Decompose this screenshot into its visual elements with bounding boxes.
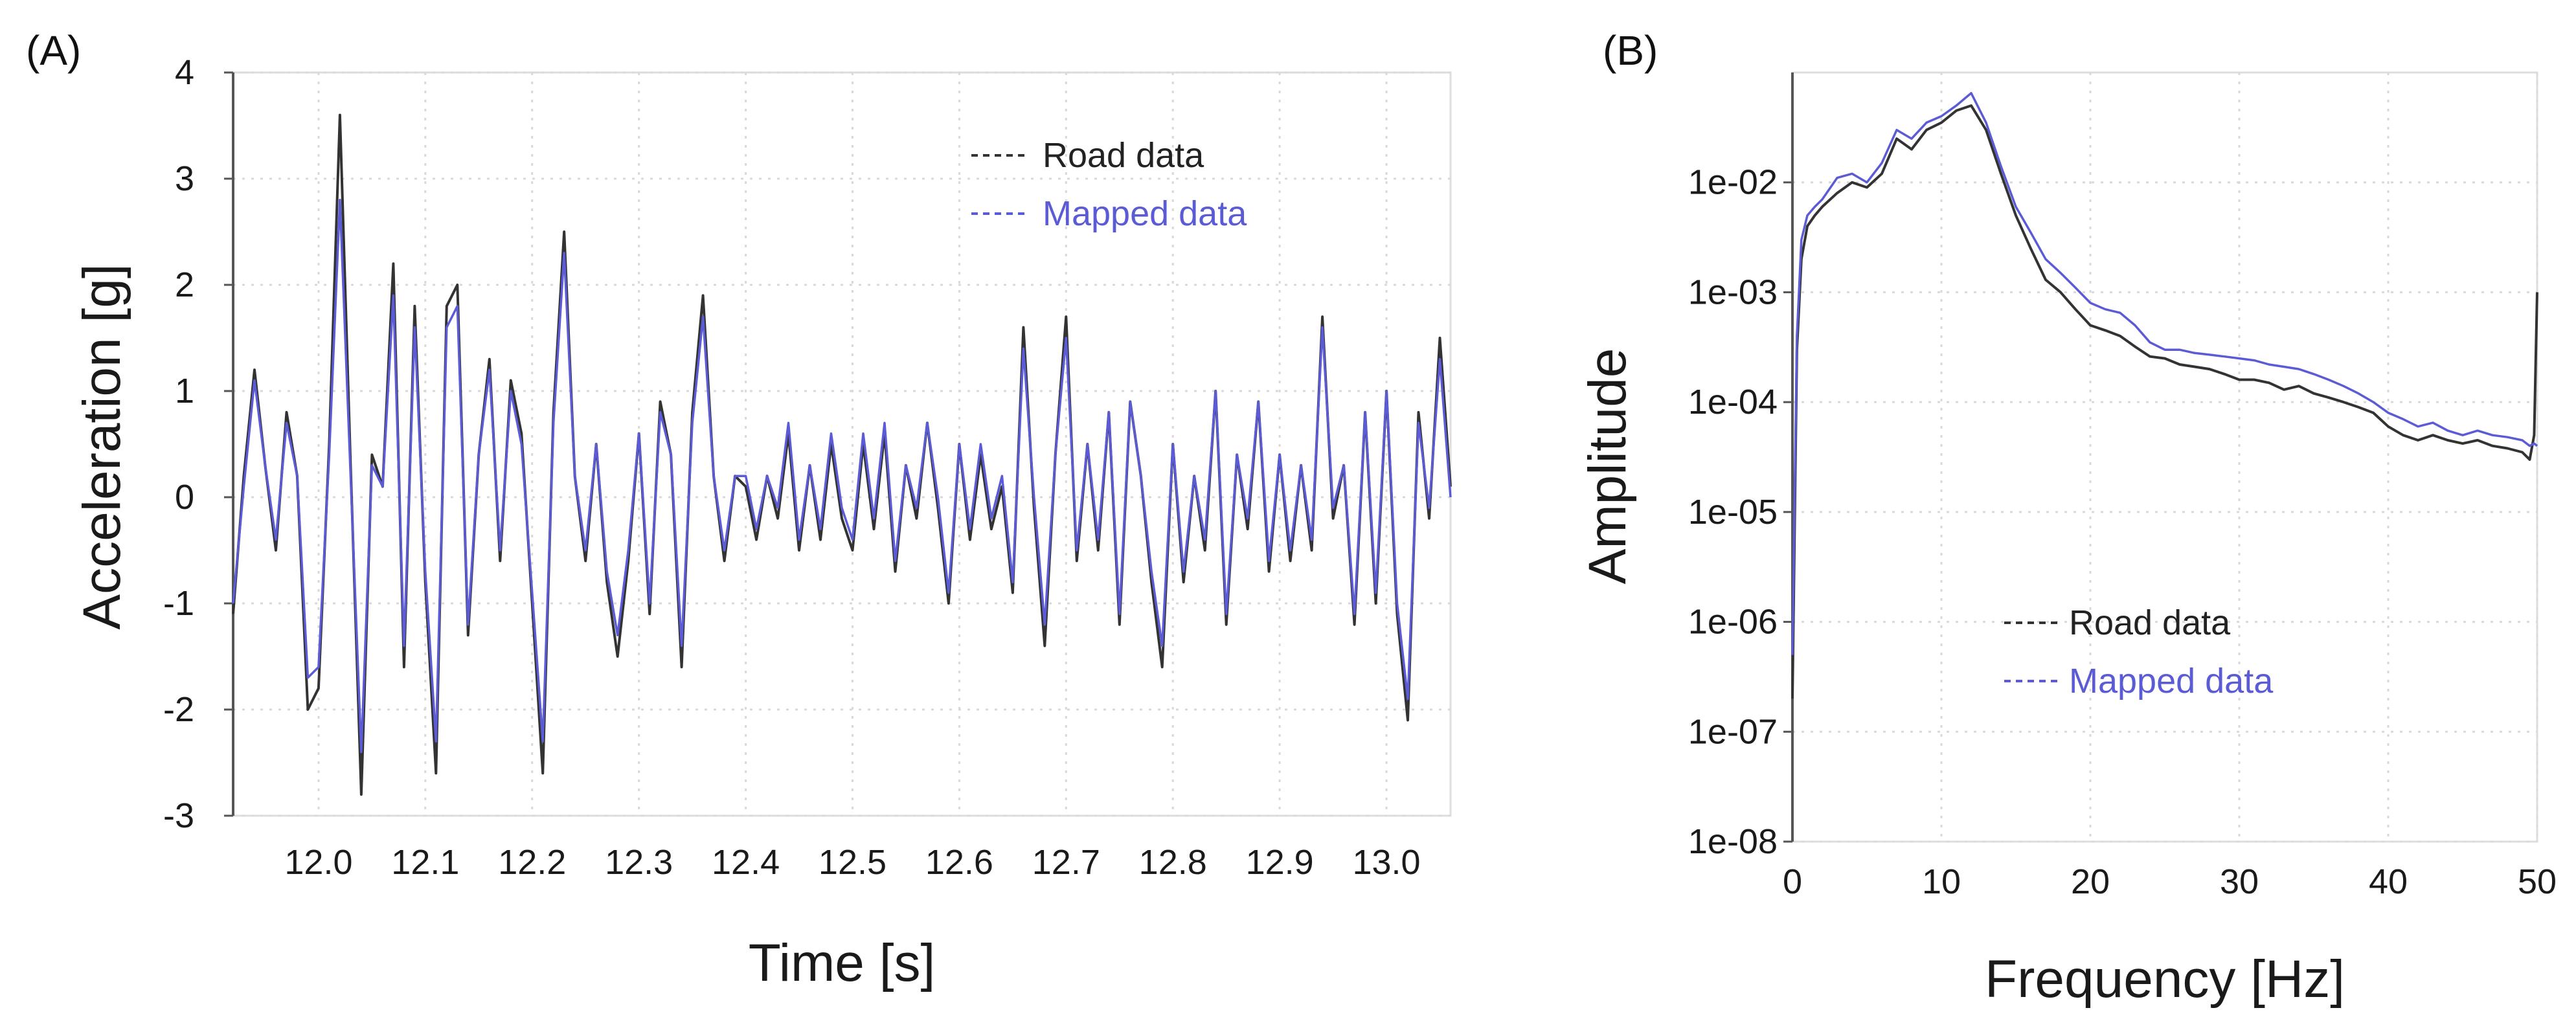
panel-b-x-tick-20: 20: [2071, 862, 2110, 901]
legend-mapped-label: Mapped data: [2069, 662, 2274, 700]
panel-a-x-tick-13-0: 13.0: [1352, 843, 1420, 882]
panel-b-x-tick-10: 10: [1922, 862, 1961, 901]
panel-a-x-ticks: 12.0 12.1 12.2 12.3 12.4 12.5 12.6 12.7 12.8 12.9…: [284, 843, 1420, 882]
legend-road-label: Road data: [2069, 603, 2231, 642]
panel-a-x-tick-12-1: 12.1: [391, 843, 459, 882]
panel-b-y-tick-1e-05: 1e-05: [1688, 493, 1778, 532]
panel-b-x-tick-30: 30: [2220, 862, 2259, 901]
panel-a-x-tick-12-3: 12.3: [605, 843, 673, 882]
panel-b-y-tick-1e-03: 1e-03: [1688, 273, 1778, 311]
panel-a: (A) -3 -2 -1 0 1 2 3 4 12.0 12.1 12.2 12.3 12.4 12.5…: [26, 27, 1452, 992]
panel-b-y-axis-label: Amplitude: [1578, 348, 1637, 585]
panel-b-y-tick-1e-02: 1e-02: [1688, 163, 1778, 202]
panel-a-legend: Road data Mapped data: [971, 136, 1247, 233]
panel-b-x-tick-50: 50: [2518, 862, 2557, 901]
panel-a-x-axis-label: Time [s]: [749, 934, 936, 992]
panel-b-y-tick-1e-06: 1e-06: [1688, 603, 1778, 642]
panel-b-y-tick-1e-08: 1e-08: [1688, 822, 1778, 861]
panel-a-series-road-data: [232, 113, 1452, 796]
panel-b-legend: Road data Mapped data: [2004, 603, 2274, 700]
panel-b-series-road-data: [1791, 104, 2538, 699]
panel-b-x-tick-40: 40: [2369, 862, 2408, 901]
panel-a-x-tick-12-6: 12.6: [925, 843, 993, 882]
panel-a-y-tick-2: 2: [175, 265, 194, 304]
panel-b-x-axis-label: Frequency [Hz]: [1985, 950, 2345, 1009]
panel-a-y-tick-2: -2: [163, 690, 194, 729]
panel-a-x-tick-12-4: 12.4: [712, 843, 780, 882]
panel-a-x-tick-12-5: 12.5: [819, 843, 887, 882]
panel-a-y-tick-4: 4: [175, 53, 194, 92]
panel-a-plot-area: [232, 71, 1452, 817]
panel-a-x-tick-12-2: 12.2: [498, 843, 566, 882]
panel-b-x-tick-0: 0: [1783, 862, 1802, 901]
panel-b-y-tick-1e-04: 1e-04: [1688, 383, 1778, 421]
panel-b-y-ticks: 1e-08 1e-07 1e-06 1e-05 1e-04 1e-03 1e-02: [1688, 163, 1792, 861]
panel-a-y-ticks: -3 -2 -1 0 1 2 3 4: [163, 53, 233, 835]
panel-a-y-axis-label: Acceleration [g]: [73, 263, 131, 629]
panel-b-series-mapped-data: [1791, 92, 2538, 655]
panel-b-x-ticks: 0 10 20 30 40 50: [1783, 862, 2557, 901]
panel-a-y-tick-3: 3: [175, 159, 194, 198]
panel-a-x-tick-12-9: 12.9: [1246, 843, 1314, 882]
legend-mapped-label: Mapped data: [1043, 194, 1247, 233]
panel-b-label: (B): [1603, 27, 1658, 74]
panel-a-series-mapped-data: [232, 199, 1452, 754]
panel-a-x-tick-12-7: 12.7: [1032, 843, 1100, 882]
panel-a-y-tick-1: -1: [163, 584, 194, 623]
panel-a-y-tick-3: -3: [163, 796, 194, 835]
panel-a-x-tick-12-8: 12.8: [1139, 843, 1207, 882]
panel-a-y-tick-0: 0: [175, 478, 194, 517]
panel-b: (B) 1e-081e-071e-061e-051e-041e-031e-02 …: [1578, 27, 2557, 1009]
panel-b-plot-area: [1791, 71, 2538, 843]
panel-b-series-group: [1791, 92, 2538, 699]
panel-a-grid: [233, 71, 1451, 817]
legend-road-label: Road data: [1043, 136, 1204, 175]
panel-a-series-group: [232, 113, 1452, 796]
panel-a-x-tick-12-0: 12.0: [284, 843, 352, 882]
panel-a-y-tick-1: 1: [175, 372, 194, 410]
panel-a-label: (A): [26, 27, 81, 74]
panel-b-y-tick-1e-07: 1e-07: [1688, 712, 1778, 751]
panel-b-grid: [1791, 73, 2538, 843]
